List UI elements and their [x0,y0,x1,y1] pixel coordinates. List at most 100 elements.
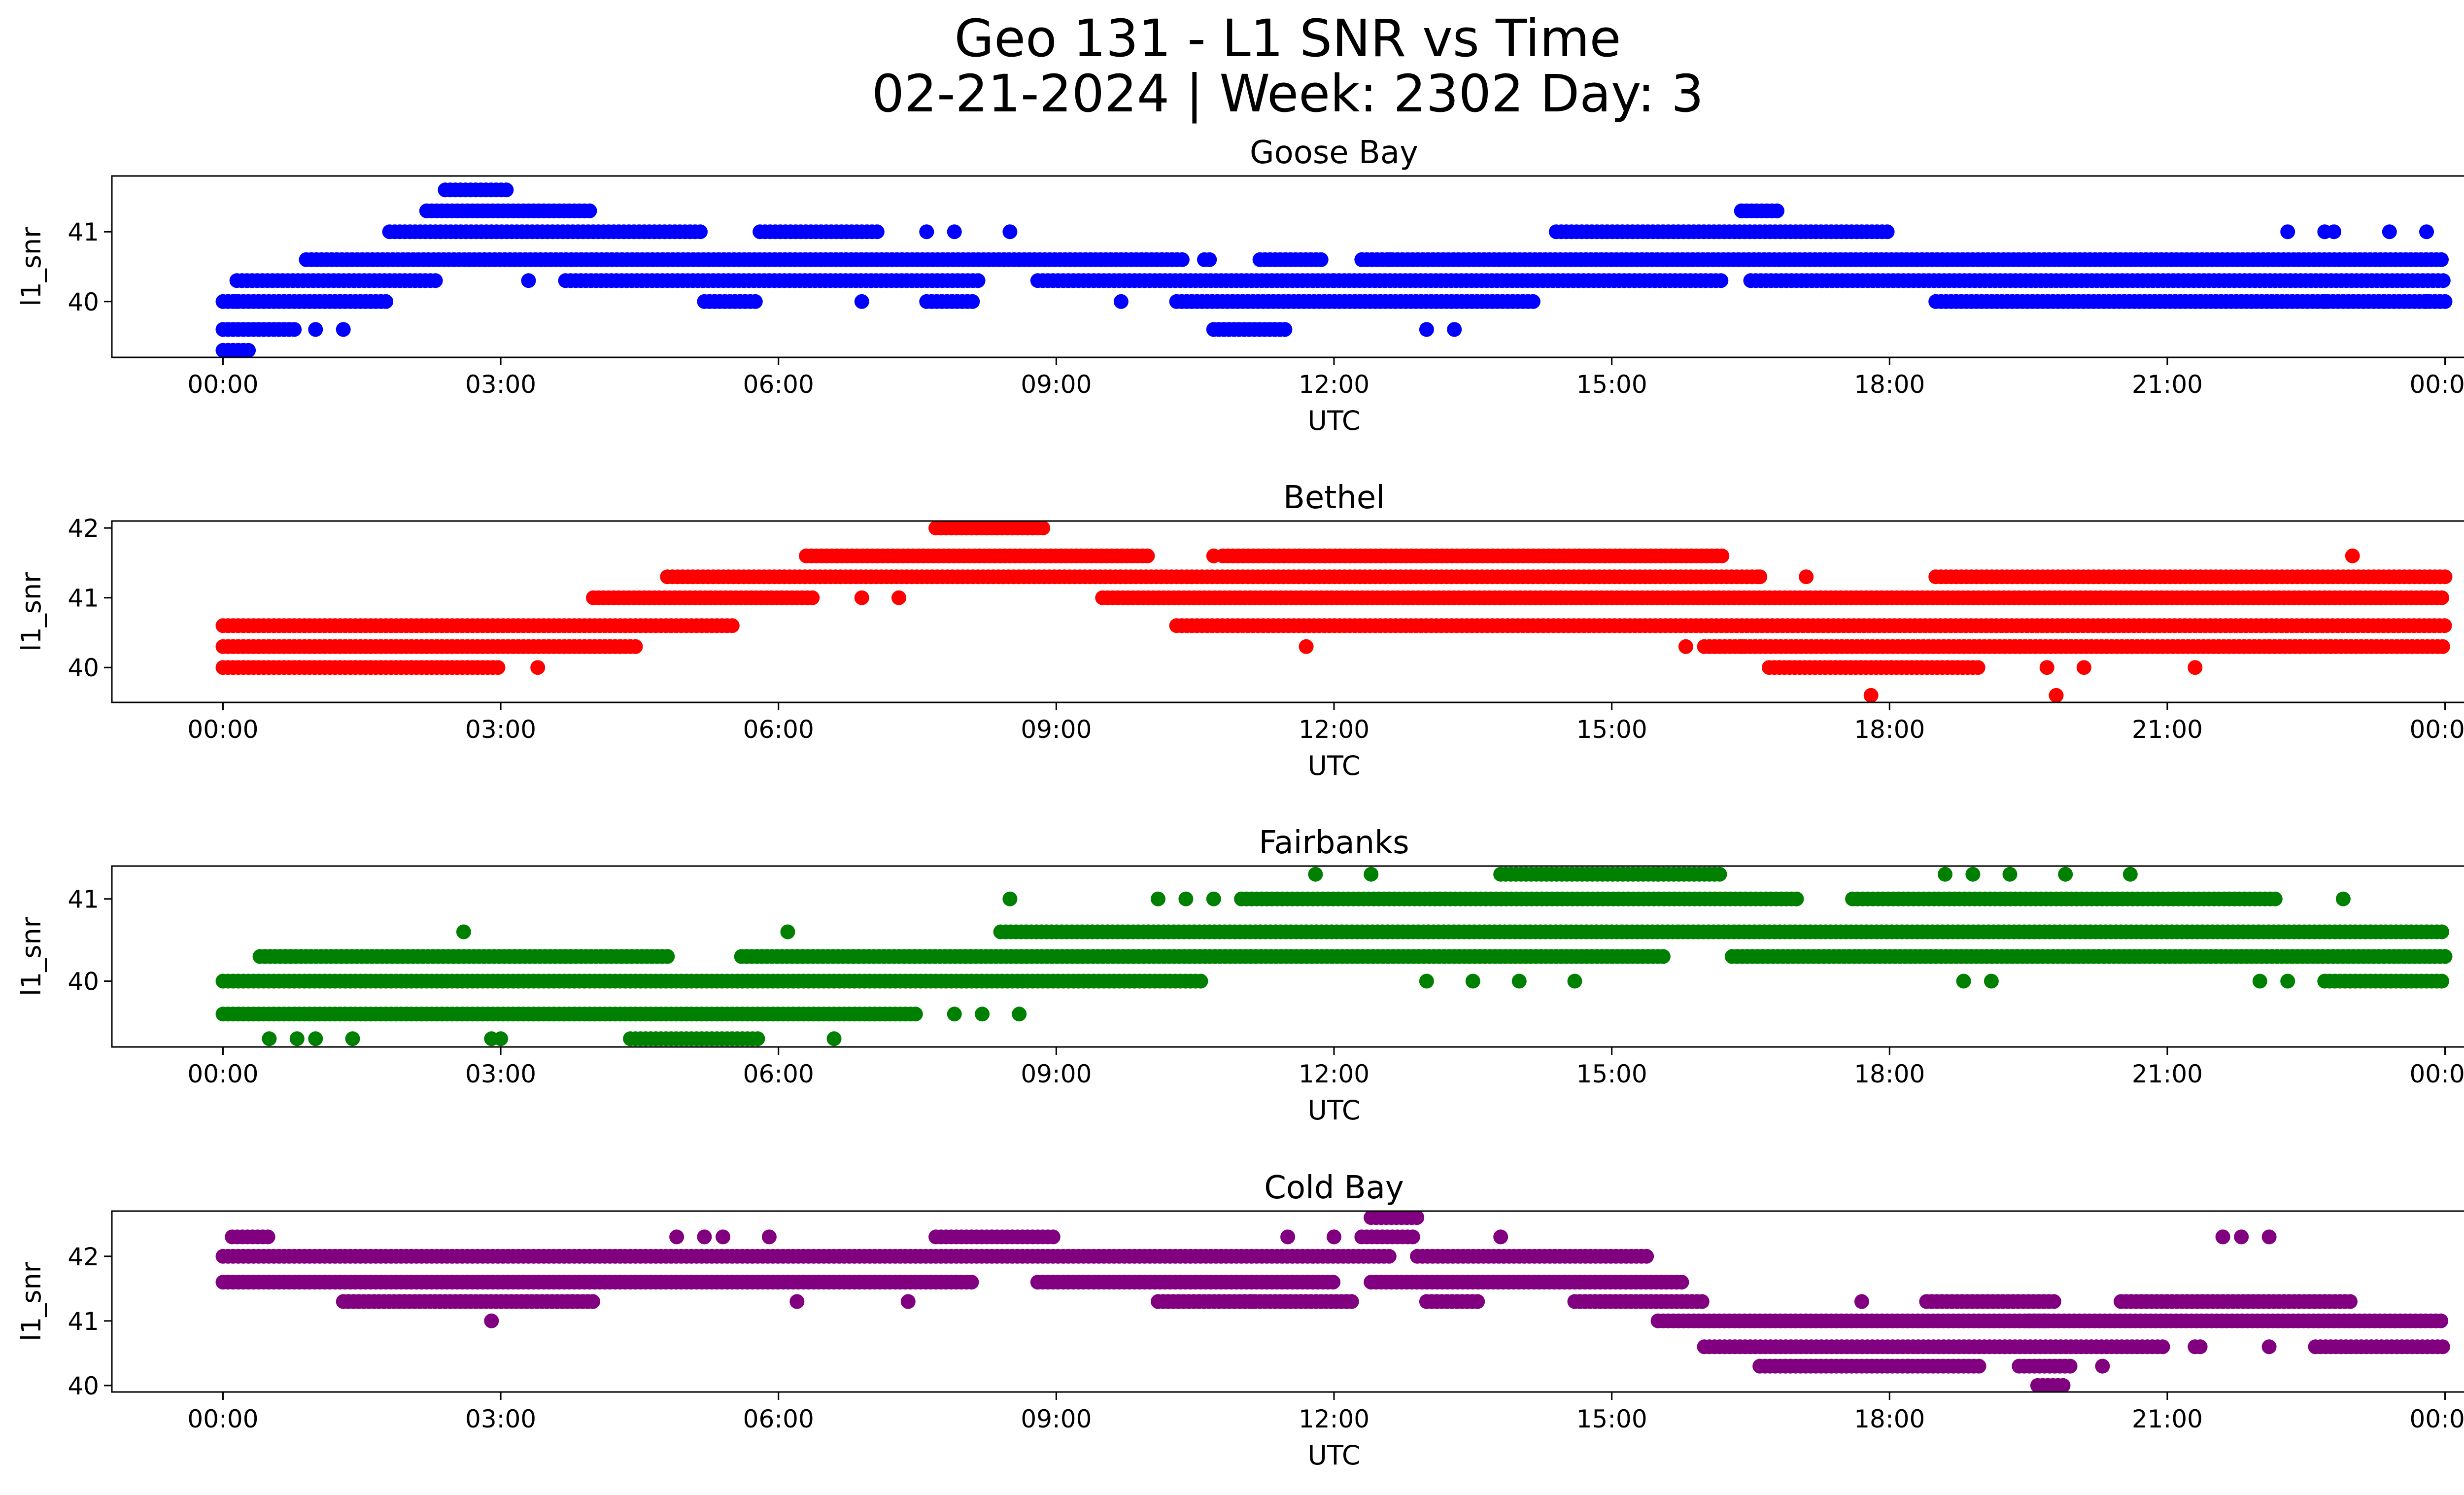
y-tick-label: 40 [68,968,99,996]
data-point [521,273,536,288]
data-point [805,590,820,605]
data-point [2049,688,2064,702]
y-axis-label: l1_snr [16,916,47,996]
data-point [1178,891,1194,906]
data-point [750,1031,765,1046]
data-point [1317,548,1333,563]
x-tick-label: 12:00 [1299,715,1369,744]
data-point [1694,1294,1710,1309]
data-point [1984,973,1999,989]
data-point [1193,973,1208,989]
data-point [287,322,302,337]
x-tick-label: 09:00 [1021,715,1092,744]
data-point [308,1031,323,1046]
data-point [780,924,795,939]
data-point [1956,973,1971,989]
data-point [1678,639,1693,654]
panel-goose-bay: 00:00 03:00 06:00 09:00 12:00 15:00 18:00 21:00… [16,135,2464,436]
data-point [1770,203,1784,218]
data-point [493,1031,509,1046]
data-point [2419,294,2434,309]
data-point [2280,973,2295,989]
y-axis-label: l1_snr [16,572,47,652]
data-point [1035,521,1051,536]
data-point [891,590,906,605]
data-point [970,273,986,288]
data-point [336,322,351,337]
data-point [2435,273,2451,288]
panel-fairbanks: 00:00 03:00 06:00 09:00 12:00 15:00 18:00 21:00… [16,825,2464,1126]
data-point [1734,639,1749,654]
data-point [854,590,869,605]
data-point [1202,252,1217,267]
data-point [2076,660,2091,675]
x-tick-label: 15:00 [1576,1060,1647,1088]
data-point [908,1007,923,1022]
data-point [1277,322,1293,337]
data-point [378,294,394,309]
data-point [2280,224,2295,240]
x-tick-label: 21:00 [2132,370,2203,399]
data-points [215,1211,2450,1392]
data-point [1151,891,1165,906]
data-point [1364,867,1379,882]
figure-title: Geo 131 - L1 SNR vs Time 02-21-2024 | We… [0,11,2464,121]
data-point [1567,973,1582,989]
data-point [1313,252,1329,267]
data-point [1002,224,1018,240]
data-point [428,273,443,288]
x-axis-label: UTC [1307,405,1360,436]
data-point [2434,924,2449,939]
data-point [724,618,740,633]
x-tick-label: 18:00 [1854,370,1925,399]
x-tick-label: 21:00 [2132,1060,2203,1088]
data-point [1419,322,1434,337]
data-point [2039,660,2054,675]
data-point [2335,891,2351,906]
x-tick-label: 12:00 [1299,370,1369,399]
y-axis-label: l1_snr [16,227,47,307]
data-point [693,224,708,240]
data-point [499,182,514,198]
data-point [2434,590,2449,605]
data-point [1174,252,1190,267]
data-point [530,660,546,675]
x-tick-label: 18:00 [1854,715,1925,744]
data-point [965,294,980,309]
data-point [748,294,763,309]
panel-title: Goose Bay [1250,135,1418,171]
data-point [1326,1275,1341,1290]
data-point [1308,867,1323,882]
data-point [2267,891,2283,906]
data-point [2437,569,2453,585]
data-point [585,1294,600,1309]
data-point [1525,294,1540,309]
data-point [1299,639,1314,654]
y-tick-label: 42 [68,514,99,543]
plot-frame [111,520,2464,703]
data-point [1381,1249,1397,1264]
data-point [490,660,506,675]
data-point [919,224,934,240]
data-points [215,182,2453,357]
data-point [1714,548,1730,563]
data-points [215,521,2453,702]
data-point [1206,548,1221,563]
data-point [2058,867,2073,882]
data-point [1639,1249,1654,1264]
data-point [854,294,869,309]
x-axis-label: UTC [1307,1095,1360,1126]
data-point [1419,973,1434,989]
data-point [2435,639,2450,654]
x-tick-label: 00:00 [187,715,258,744]
data-point [289,1031,305,1046]
data-point [2046,1294,2061,1309]
data-point [582,203,597,218]
data-point [1880,224,1895,240]
data-point [1354,252,1369,267]
x-tick-label: 06:00 [743,370,814,399]
data-point [262,1031,277,1046]
x-tick-label: 00:00 [2409,370,2464,399]
y-tick-label: 40 [68,288,99,316]
